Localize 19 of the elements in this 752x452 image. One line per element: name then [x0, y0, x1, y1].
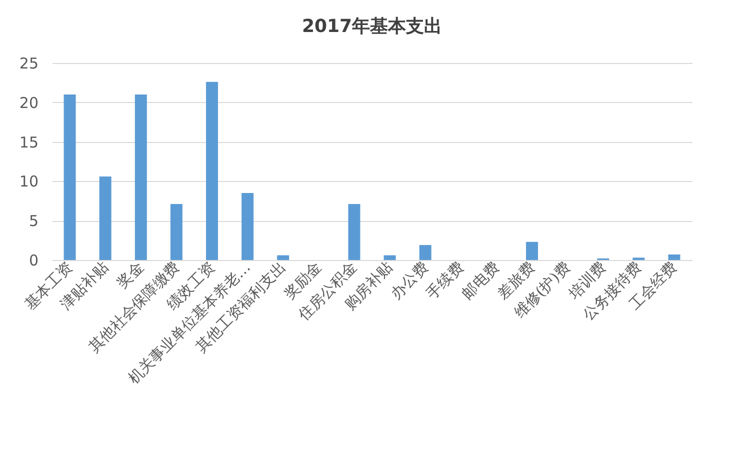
bar	[64, 94, 76, 260]
bar	[99, 176, 112, 260]
bar	[242, 193, 254, 260]
y-tick-label: 5	[28, 212, 38, 230]
bar	[277, 255, 290, 260]
bar	[668, 254, 680, 260]
y-tick-label: 20	[19, 94, 38, 112]
bar	[348, 204, 360, 260]
chart-title: 2017年基本支出	[302, 16, 442, 37]
bar	[134, 94, 147, 260]
y-tick-label: 25	[19, 54, 38, 72]
y-tick-label: 15	[19, 133, 38, 152]
y-tick-label: 0	[28, 252, 38, 270]
bar	[170, 204, 182, 260]
bar	[526, 242, 538, 260]
y-tick-label: 10	[19, 172, 38, 191]
bar	[384, 255, 396, 260]
bar	[419, 245, 432, 260]
bar	[206, 82, 218, 260]
